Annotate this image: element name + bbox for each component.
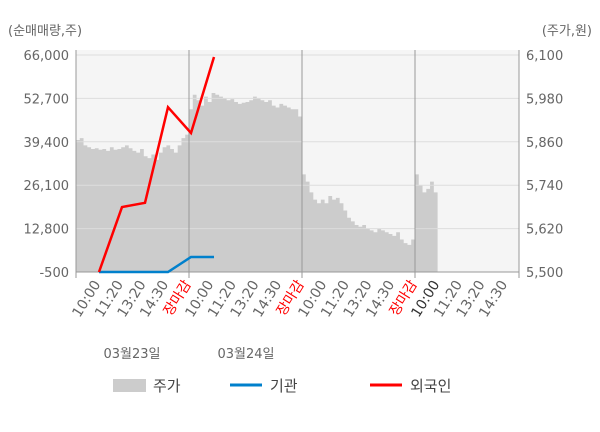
right-tick-label: 5,500 xyxy=(526,266,563,281)
left-tick-label: 52,700 xyxy=(24,92,70,107)
right-tick-label: 6,100 xyxy=(526,49,563,64)
legend-label-price: 주가 xyxy=(153,377,181,395)
price-area-day-1 xyxy=(76,135,189,272)
left-tick-label: 26,100 xyxy=(24,179,70,194)
left-tick-label: 39,400 xyxy=(24,136,70,151)
right-tick-label: 5,620 xyxy=(526,223,563,238)
right-tick-label: 5,860 xyxy=(526,136,563,151)
right-axis-title: (주가,원) xyxy=(542,24,592,39)
legend-label-foreign: 외국인 xyxy=(410,377,451,395)
left-tick-label: 66,000 xyxy=(24,49,70,64)
left-tick-label: -500 xyxy=(39,266,69,281)
legend: 주가 기관 외국인 xyxy=(113,377,451,395)
date-label-1: 03월23일 xyxy=(103,347,160,362)
right-tick-label: 5,740 xyxy=(526,179,563,194)
left-tick-label: 12,800 xyxy=(24,223,70,238)
right-tick-label: 5,980 xyxy=(526,92,563,107)
date-label-2: 03월24일 xyxy=(217,347,274,362)
left-axis-title: (순매매량,주) xyxy=(8,24,82,39)
legend-swatch-price xyxy=(113,379,146,392)
price-area-day-2 xyxy=(189,93,302,272)
legend-label-institution: 기관 xyxy=(270,377,298,395)
